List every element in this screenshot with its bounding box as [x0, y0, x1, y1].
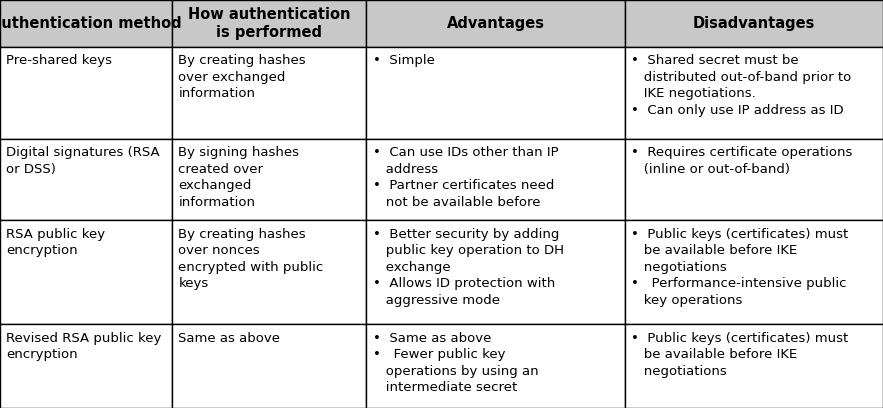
Bar: [172, 139, 366, 220]
Bar: [366, 47, 625, 139]
Text: Revised RSA public key
encryption: Revised RSA public key encryption: [6, 332, 162, 361]
Bar: [625, 220, 883, 324]
Text: •  Same as above
•   Fewer public key
   operations by using an
   intermediate : • Same as above • Fewer public key opera…: [373, 332, 539, 394]
Bar: [0, 47, 172, 139]
Bar: [0, 139, 172, 220]
Bar: [366, 0, 625, 47]
Text: •  Requires certificate operations
   (inline or out-of-band): • Requires certificate operations (inlin…: [631, 146, 853, 175]
Bar: [366, 220, 625, 324]
Text: Pre-shared keys: Pre-shared keys: [6, 54, 112, 67]
Text: Authentication method: Authentication method: [0, 16, 182, 31]
Text: Disadvantages: Disadvantages: [693, 16, 815, 31]
Text: Same as above: Same as above: [178, 332, 281, 345]
Bar: [172, 220, 366, 324]
Text: By signing hashes
created over
exchanged
information: By signing hashes created over exchanged…: [178, 146, 299, 208]
Text: Advantages: Advantages: [447, 16, 545, 31]
Bar: [366, 324, 625, 408]
Text: •  Can use IDs other than IP
   address
•  Partner certificates need
   not be a: • Can use IDs other than IP address • Pa…: [373, 146, 558, 208]
Bar: [0, 220, 172, 324]
Text: •  Public keys (certificates) must
   be available before IKE
   negotiations: • Public keys (certificates) must be ava…: [631, 332, 849, 378]
Bar: [625, 47, 883, 139]
Bar: [172, 0, 366, 47]
Bar: [0, 324, 172, 408]
Bar: [625, 0, 883, 47]
Text: Digital signatures (RSA
or DSS): Digital signatures (RSA or DSS): [6, 146, 160, 175]
Text: By creating hashes
over nonces
encrypted with public
keys: By creating hashes over nonces encrypted…: [178, 228, 323, 290]
Bar: [172, 324, 366, 408]
Text: RSA public key
encryption: RSA public key encryption: [6, 228, 105, 257]
Bar: [172, 47, 366, 139]
Text: •  Public keys (certificates) must
   be available before IKE
   negotiations
• : • Public keys (certificates) must be ava…: [631, 228, 849, 307]
Text: By creating hashes
over exchanged
information: By creating hashes over exchanged inform…: [178, 54, 306, 100]
Bar: [366, 139, 625, 220]
Bar: [625, 324, 883, 408]
Text: •  Simple: • Simple: [373, 54, 434, 67]
Bar: [625, 139, 883, 220]
Bar: [0, 0, 172, 47]
Text: •  Shared secret must be
   distributed out-of-band prior to
   IKE negotiations: • Shared secret must be distributed out-…: [631, 54, 851, 117]
Text: How authentication
is performed: How authentication is performed: [188, 7, 351, 40]
Text: •  Better security by adding
   public key operation to DH
   exchange
•  Allows: • Better security by adding public key o…: [373, 228, 563, 307]
